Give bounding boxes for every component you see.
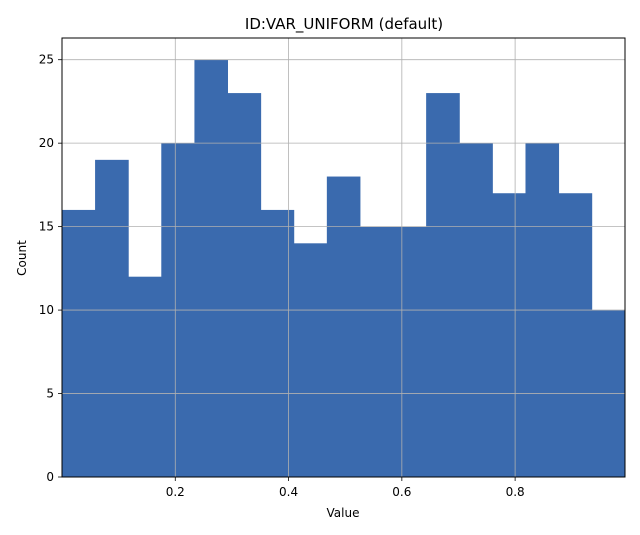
histogram-bar xyxy=(426,93,460,477)
y-tick-label: 0 xyxy=(46,470,54,484)
chart-title: ID:VAR_UNIFORM (default) xyxy=(245,15,443,34)
x-axis-label: Value xyxy=(327,506,360,520)
y-axis-ticks: 0 5 10 15 20 25 xyxy=(39,53,62,484)
x-tick-label: 0.6 xyxy=(392,485,411,499)
y-tick-label: 10 xyxy=(39,303,54,317)
histogram-bar xyxy=(326,176,361,477)
x-tick-label: 0.2 xyxy=(166,485,185,499)
histogram-bar xyxy=(558,193,593,477)
y-tick-label: 25 xyxy=(39,53,54,67)
histogram-bar xyxy=(492,193,526,477)
histogram-bar xyxy=(128,276,162,477)
y-tick-label: 20 xyxy=(39,136,54,150)
x-tick-label: 0.4 xyxy=(279,485,298,499)
histogram-bar xyxy=(393,226,427,477)
histogram-bar xyxy=(62,209,96,478)
histogram-bar xyxy=(95,159,129,477)
histogram-bar xyxy=(293,243,328,477)
y-tick-label: 15 xyxy=(39,220,54,234)
plot-frame xyxy=(61,37,626,478)
x-tick-label: 0.8 xyxy=(506,485,525,499)
histogram-bar xyxy=(359,226,394,477)
y-tick-label: 5 xyxy=(46,387,54,401)
histogram-bar xyxy=(227,93,262,477)
x-axis-ticks: 0.2 0.4 0.6 0.8 xyxy=(166,477,525,499)
y-axis-label: Count xyxy=(15,240,29,276)
histogram-bar xyxy=(260,209,295,478)
histogram-bar xyxy=(194,59,229,478)
